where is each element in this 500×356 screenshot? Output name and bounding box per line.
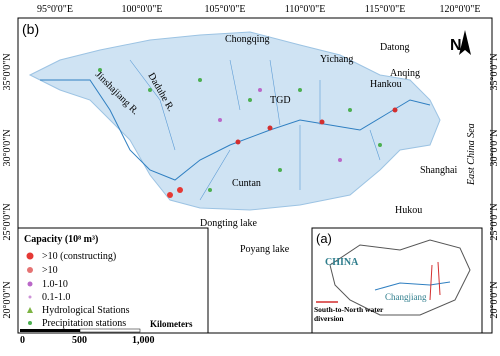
inset-country: CHINA [325,257,359,268]
place: Anqing [390,68,420,79]
tributaries [129,59,381,201]
lon-label: 100°0'0"E [122,4,163,15]
legend-item: 0.1-1.0 [42,292,70,303]
legend-item: >10 (constructing) [42,251,116,262]
scale-label: 1,000 [132,335,155,346]
legend-item: Hydrological Stations [42,305,130,316]
lon-label: 120°0'0"E [440,4,481,15]
place: East China Sea [466,123,477,186]
inset-note-box: South-to-North water diversion [314,305,384,323]
lat-label: 20°0'0"N [2,281,13,318]
inset-label: (a) [316,231,332,246]
scale-bar [20,329,80,332]
scale-bar [79,328,141,333]
place: Poyang lake [240,244,290,255]
inset-diversion [429,261,441,301]
north-label: N [450,37,462,54]
lon-label: 105°0'0"E [205,4,246,15]
inset-note: South-to-North water diversion [314,305,384,323]
place: Hukou [395,205,422,216]
lon-label: 95°0'0"E [37,4,73,15]
place: Datong [380,42,409,53]
lat-label: 35°0'0"N [2,53,13,90]
lat-label: 35°0'0"N [489,53,500,90]
place: Yichang [320,54,353,65]
lat-label: 20°0'0"N [489,281,500,318]
scale-label: 0 [20,335,25,346]
latitude-labels: 35°0'0"N 30°0'0"N 25°0'0"N 20°0'0"N 35°0… [2,53,500,318]
legend-item: 1.0-10 [42,279,68,290]
scale-unit: Kilometers [150,319,193,329]
longitude-labels: 95°0'0"E 100°0'0"E 105°0'0"E 110°0'0"E 1… [37,4,481,15]
place: Dongting lake [200,218,257,229]
legend-items: >10 (constructing) >10 1.0-10 0.1-1.0 Hy… [26,251,130,329]
inset-river [374,281,451,291]
scale-labels: 0 500 1,000 [20,335,155,346]
place: Shanghai [420,165,457,176]
legend-item: Precipitation stations [42,318,126,329]
legend [17,227,209,334]
north-arrow [459,30,471,55]
lat-label: 30°0'0"N [2,129,13,166]
lon-label: 110°0'0"E [285,4,326,15]
lat-label: 25°0'0"N [489,203,500,240]
place: TGD [270,95,291,106]
basin [28,31,441,211]
legend-item: >10 [42,265,58,276]
legend-title: Capacity (10⁸ m³) [24,234,98,245]
lon-label: 115°0'0"E [365,4,406,15]
place: Hankou [370,79,402,90]
inset-river-label: Changjiang [385,292,427,302]
place: Chongqing [225,34,269,45]
main-river [40,79,431,181]
scale-label: 500 [72,335,87,346]
stations [98,68,398,198]
panel-label: (b) [22,21,39,37]
place: Cuntan [232,178,261,189]
lat-label: 30°0'0"N [489,129,500,166]
lat-label: 25°0'0"N [2,203,13,240]
inset-china [329,239,471,316]
